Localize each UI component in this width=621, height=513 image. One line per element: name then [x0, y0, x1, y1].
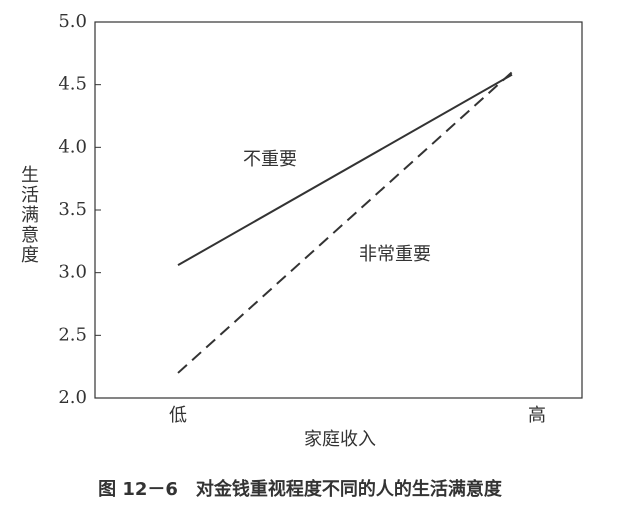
y-tick-label: 2.0	[58, 387, 87, 408]
series-label: 不重要	[243, 149, 297, 170]
y-tick-label: 4.0	[58, 136, 87, 157]
series-line	[177, 71, 513, 374]
y-tick-label: 3.0	[58, 262, 87, 283]
y-tick-label: 4.5	[58, 74, 87, 95]
caption: 图 12－6 对金钱重视程度不同的人的生活满意度	[98, 478, 503, 500]
y-tick-label: 3.5	[58, 199, 87, 220]
y-tick-label: 5.0	[58, 11, 87, 32]
x-axis-label: 家庭收入	[304, 429, 376, 450]
y-tick-label: 2.5	[58, 324, 87, 345]
plot-frame	[94, 21, 583, 399]
series-line	[177, 73, 513, 267]
x-tick-label: 高	[528, 405, 546, 426]
series-label: 非常重要	[359, 244, 431, 265]
y-axis-label: 生活满意度	[18, 165, 39, 265]
x-tick-label: 低	[169, 405, 187, 426]
